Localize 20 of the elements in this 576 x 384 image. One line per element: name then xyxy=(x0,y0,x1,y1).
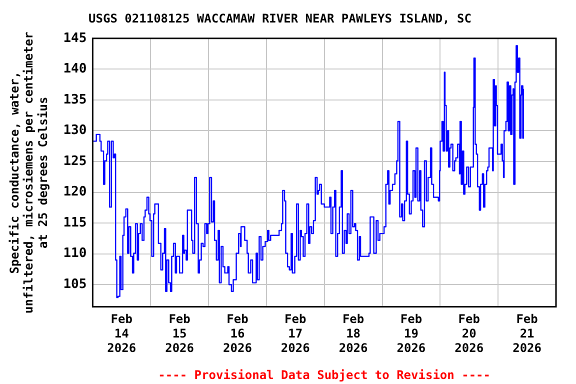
x-tick-label: Feb 15 2026 xyxy=(165,312,194,355)
y-axis-title: Specific conductance, water, unfiltered, microsiemens per centimeter at 25 degrees Celsius xyxy=(7,32,50,314)
x-tick-label: Feb 14 2026 xyxy=(107,312,136,355)
x-tick-label: Feb 21 2026 xyxy=(512,312,542,355)
y-tick-label: 115 xyxy=(63,215,87,230)
y-tick-label: 110 xyxy=(63,246,87,262)
x-tick-label: Feb 17 2026 xyxy=(280,312,310,355)
x-tick-label: Feb 19 2026 xyxy=(396,312,426,355)
x-tick-label: Feb 20 2026 xyxy=(454,312,484,355)
y-tick-label: 120 xyxy=(63,184,87,200)
y-tick-label: 140 xyxy=(63,62,87,77)
x-tick-label: Feb 16 2026 xyxy=(223,312,252,355)
text: ---- Provisional Data Subject to Revision ---- xyxy=(158,368,491,382)
y-tick-label: 125 xyxy=(63,154,87,169)
y-tick-label: 130 xyxy=(63,123,87,138)
y-tick-label: 105 xyxy=(63,277,87,292)
y-tick-label: 135 xyxy=(63,92,87,108)
y-tick-label: 145 xyxy=(63,30,87,46)
x-tick-label: Feb 18 2026 xyxy=(338,312,368,355)
chart-title: USGS 021108125 WACCAMAW RIVER NEAR PAWLEYS ISLAND, SC xyxy=(88,11,472,26)
